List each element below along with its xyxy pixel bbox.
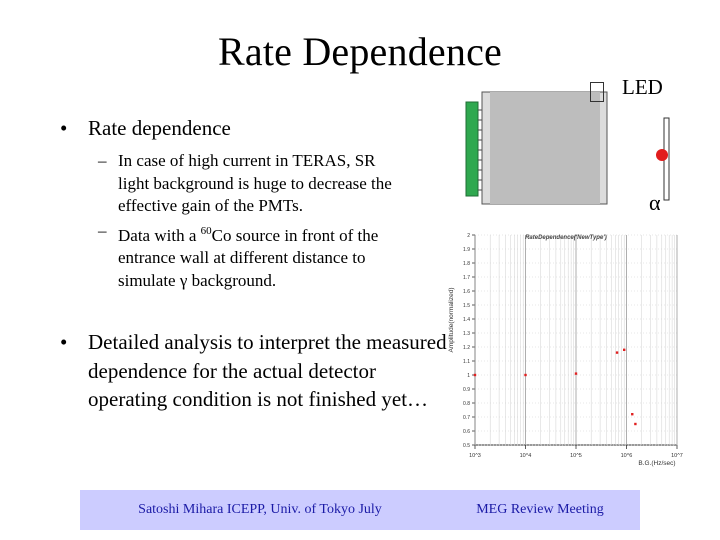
sub-bullet-dash: – (98, 151, 107, 170)
bullet-detailed-analysis: • Detailed analysis to interpret the mea… (60, 328, 448, 414)
bullet-dot: • (60, 330, 68, 354)
pmt-array-strip (465, 101, 479, 197)
y-tick-label: 1.1 (463, 359, 470, 365)
bullet-dot: • (60, 116, 68, 140)
data-point (634, 422, 637, 426)
y-tick-label: 1.4 (463, 317, 470, 323)
led-label: LED (622, 75, 663, 99)
y-tick-label: 1.5 (463, 303, 470, 309)
y-tick-label: 1.3 (463, 331, 470, 337)
y-tick-label: 0.7 (463, 415, 470, 421)
slide-title: Rate Dependence (218, 29, 502, 74)
y-tick-label: 0.9 (463, 387, 470, 393)
data-point (574, 372, 578, 375)
led-red-dot (656, 149, 668, 161)
isotope-superscript: 60 (200, 224, 212, 237)
x-tick-label: 10^6 (621, 453, 633, 459)
data-point (615, 351, 619, 354)
sub-bullet-dash: – (98, 220, 107, 240)
data-point (622, 348, 626, 351)
footer-meeting: MEG Review Meeting (476, 502, 604, 517)
y-tick-label: 1 (467, 373, 470, 379)
led-legend-box (590, 82, 604, 102)
y-tick-label: 1.2 (463, 345, 470, 351)
sub-bullet-teras: – In case of high current in TERAS, SR l… (60, 150, 410, 218)
sub-bullet-text-post: Co source in front of the entrance wall … (118, 225, 379, 290)
rate-dependence-chart: 0.5 0.6 0.7 0.8 0.9 1 1.1 1.2 1.3 1.4 1.5 1.6 1.7 1.8… (445, 223, 688, 470)
y-tick-label: 1.9 (463, 247, 470, 253)
x-tick-label: 10^3 (469, 453, 481, 459)
sub-bullet-text: In case of high current in TERAS, SR lig… (118, 151, 392, 215)
data-point (631, 413, 634, 416)
y-tick-label: 0.5 (463, 443, 470, 449)
vessel-inner-shade (490, 92, 600, 204)
sub-bullet-co60: – Data with a 60Co source in front of th… (60, 220, 410, 293)
sub-bullet-text-pre: Data with a (118, 225, 201, 245)
chart-title: RateDependence('NewType') (525, 235, 607, 241)
x-axis-label: B.G.(Hz/sec) (638, 460, 675, 467)
x-tick-label: 10^4 (520, 453, 532, 459)
footer-right: MEG Review Meeting (440, 490, 640, 530)
y-tick-label: 1.8 (463, 261, 470, 267)
bullet-text: Rate dependence (88, 116, 231, 140)
y-tick-label: 0.6 (463, 429, 470, 435)
footer-left: Satoshi Mihara ICEPP, Univ. of Tokyo Jul… (80, 490, 440, 530)
detector-diagram (465, 91, 670, 205)
data-point (524, 373, 527, 377)
bullet-text: Detailed analysis to interpret the measu… (88, 330, 447, 411)
chart-svg: 0.5 0.6 0.7 0.8 0.9 1 1.1 1.2 1.3 1.4 1.5 1.6 1.7 1.8… (448, 233, 683, 467)
bullet-rate-dependence: • Rate dependence (60, 114, 410, 142)
footer-author: Satoshi Mihara ICEPP, Univ. of Tokyo Jul… (138, 502, 382, 517)
bullet-list: • Rate dependence – In case of high curr… (60, 114, 410, 292)
y-axis-label: Amplitude(normalized) (448, 287, 455, 352)
x-tick-label: 10^7 (671, 453, 683, 459)
y-tick-label: 0.8 (463, 401, 470, 407)
data-point (473, 373, 477, 377)
y-tick-label: 2 (467, 233, 470, 239)
y-tick-label: 1.6 (463, 289, 470, 295)
y-tick-label: 1.7 (463, 275, 470, 281)
alpha-label: α (649, 190, 661, 215)
x-tick-label: 10^5 (570, 453, 582, 459)
